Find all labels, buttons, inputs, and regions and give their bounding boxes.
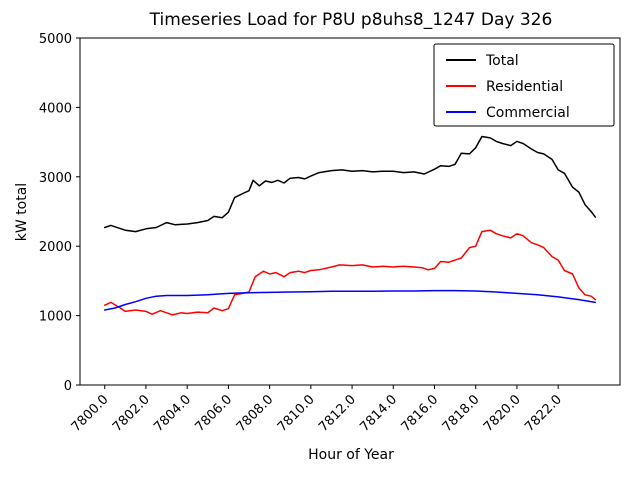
legend: Total Residential Commercial (433, 43, 615, 127)
x-axis-ticks: 7800.07802.07804.07806.07808.07810.07812… (69, 385, 565, 435)
legend-label-commercial: Commercial (486, 105, 570, 121)
y-tick-label: 3000 (39, 171, 72, 186)
x-tick-label: 7818.0 (440, 392, 483, 435)
chart-title: Timeseries Load for P8U p8uhs8_1247 Day … (149, 10, 553, 30)
y-axis-ticks: 0 1000 2000 3000 4000 5000 (39, 32, 80, 394)
x-tick-label: 7816.0 (399, 392, 442, 435)
x-tick-label: 7802.0 (110, 392, 153, 435)
y-tick-label: 0 (64, 379, 72, 394)
y-tick-label: 4000 (39, 101, 72, 116)
x-axis-label: Hour of Year (308, 447, 394, 463)
y-tick-label: 5000 (39, 32, 72, 47)
legend-label-total: Total (485, 53, 519, 69)
y-tick-label: 2000 (39, 240, 72, 255)
y-axis-label: kW total (14, 182, 30, 242)
x-tick-label: 7814.0 (357, 392, 400, 435)
x-tick-label: 7804.0 (151, 392, 194, 435)
series-lines (103, 135, 597, 316)
x-tick-label: 7810.0 (275, 392, 318, 435)
legend-box (433, 43, 615, 127)
x-tick-label: 7808.0 (234, 392, 277, 435)
x-tick-label: 7822.0 (522, 392, 565, 435)
axes-spines (79, 37, 621, 386)
series-line-total (103, 135, 597, 233)
x-tick-label: 7812.0 (316, 392, 359, 435)
legend-label-residential: Residential (486, 79, 563, 95)
x-tick-label: 7800.0 (69, 392, 112, 435)
x-tick-label: 7806.0 (192, 392, 235, 435)
series-line-residential (103, 229, 597, 316)
series-line-commercial (103, 289, 597, 311)
x-tick-label: 7820.0 (481, 392, 524, 435)
y-tick-label: 1000 (39, 310, 72, 325)
